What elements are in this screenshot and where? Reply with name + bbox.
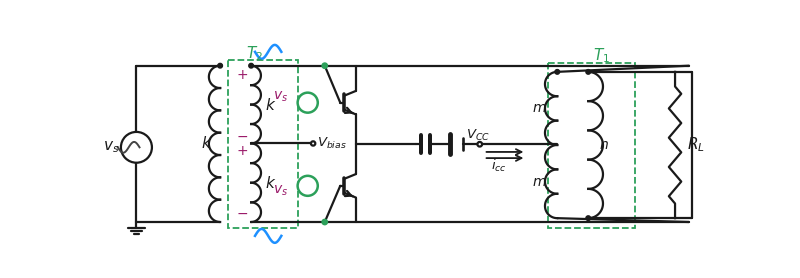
Circle shape [586, 216, 590, 220]
Text: $+$: $+$ [236, 144, 248, 158]
Text: $k$: $k$ [201, 135, 212, 152]
Text: $v_s$: $v_s$ [102, 140, 119, 155]
Circle shape [298, 176, 318, 196]
Text: $n$: $n$ [599, 138, 609, 152]
Text: $v_s$: $v_s$ [273, 183, 288, 198]
Text: $B$: $B$ [302, 179, 313, 192]
Text: $R_L$: $R_L$ [687, 136, 706, 154]
Text: $A$: $A$ [302, 96, 313, 109]
Circle shape [478, 142, 482, 147]
Circle shape [311, 141, 315, 146]
Circle shape [555, 70, 559, 74]
Text: $+$: $+$ [236, 68, 248, 82]
Text: $T_2$: $T_2$ [246, 44, 263, 63]
Circle shape [322, 219, 327, 225]
Text: $m$: $m$ [532, 175, 546, 188]
Circle shape [121, 132, 152, 163]
Text: $i_{cc}$: $i_{cc}$ [491, 158, 507, 174]
Text: $T_1$: $T_1$ [594, 46, 610, 65]
Circle shape [249, 63, 254, 68]
Circle shape [298, 93, 318, 113]
Text: $-$: $-$ [236, 206, 248, 220]
Text: $k$: $k$ [265, 96, 277, 113]
Text: $k$: $k$ [265, 175, 277, 191]
Text: $V_{CC}$: $V_{CC}$ [466, 127, 490, 143]
Circle shape [586, 70, 590, 74]
Text: $m$: $m$ [532, 101, 546, 115]
Circle shape [322, 63, 327, 68]
Circle shape [218, 63, 222, 68]
Text: $v_s$: $v_s$ [273, 90, 288, 104]
Text: $V_{bias}$: $V_{bias}$ [317, 136, 347, 151]
Text: $-$: $-$ [236, 129, 248, 143]
